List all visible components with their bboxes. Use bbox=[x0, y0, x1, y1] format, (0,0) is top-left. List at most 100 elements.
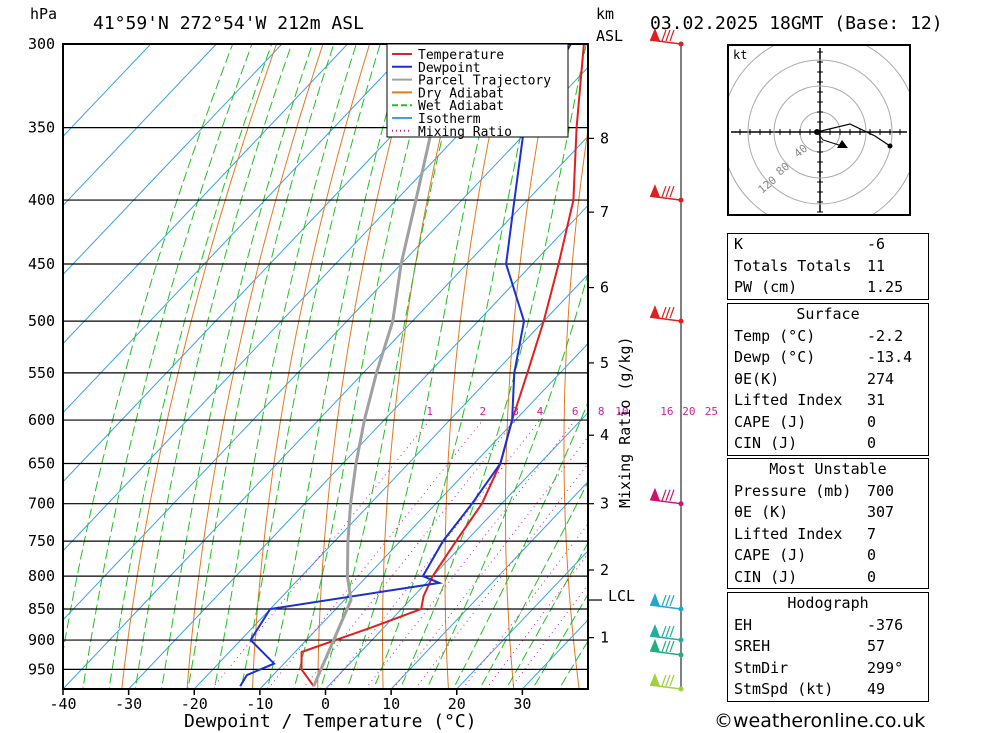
index-row: StmSpd (kt) 49 bbox=[728, 679, 928, 701]
index-value: 299° bbox=[867, 658, 904, 677]
hodograph-storm-vector bbox=[816, 131, 843, 147]
pressure-tick-label: 800 bbox=[28, 567, 55, 585]
x-tick-label: -20 bbox=[181, 695, 208, 713]
index-value: 0 bbox=[867, 567, 877, 586]
index-value: 0 bbox=[867, 412, 877, 431]
wind-barb-flag bbox=[650, 673, 660, 686]
wind-barb-shaft bbox=[649, 195, 682, 201]
index-row: CIN (J) 0 bbox=[728, 567, 928, 589]
mixing-ratio-label: 4 bbox=[537, 405, 544, 418]
height-tick-label: 3 bbox=[600, 495, 609, 513]
mixing-ratio-line bbox=[365, 419, 576, 689]
mixing-ratio-label: 8 bbox=[598, 405, 605, 418]
mixing-ratio-label: 20 bbox=[682, 405, 695, 418]
wind-barb-shaft bbox=[649, 635, 682, 641]
pressure-tick-label: 850 bbox=[28, 600, 55, 618]
index-row: Lifted Index 31 bbox=[728, 390, 928, 412]
index-value: 57 bbox=[867, 637, 886, 655]
wind-barb-flag bbox=[650, 184, 660, 198]
index-label: Pressure (mb) bbox=[734, 481, 852, 500]
index-row: CAPE (J) 0 bbox=[728, 545, 928, 567]
index-label: CIN (J) bbox=[734, 567, 798, 586]
index-label: CAPE (J) bbox=[734, 546, 807, 564]
mixing-ratio-line bbox=[509, 584, 588, 689]
wet-adiabat-line bbox=[452, 401, 588, 689]
index-label: SREH bbox=[734, 637, 771, 655]
index-row: Lifted Index 7 bbox=[728, 524, 928, 546]
mixing-ratio-line bbox=[302, 419, 517, 689]
wind-barb-feather bbox=[661, 29, 667, 42]
dry-adiabat-line bbox=[444, 44, 510, 689]
wind-barb-feather bbox=[661, 640, 667, 653]
wind-barb-feather bbox=[665, 489, 671, 501]
x-axis-label: Dewpoint / Temperature (°C) bbox=[184, 711, 477, 732]
wet-adiabat-line bbox=[187, 44, 335, 689]
index-value: 274 bbox=[867, 369, 895, 388]
index-label: CIN (J) bbox=[734, 434, 798, 452]
wind-barb-shaft bbox=[649, 316, 682, 322]
wet-adiabat-line bbox=[108, 44, 273, 689]
mixing-ratio-line bbox=[267, 419, 484, 689]
pressure-tick-label: 600 bbox=[28, 411, 55, 429]
wind-barb-feather bbox=[665, 29, 671, 42]
wind-barb-feather bbox=[665, 594, 671, 607]
table-title: Most Unstable bbox=[769, 460, 887, 478]
index-row: θE (K) 307 bbox=[728, 502, 928, 524]
wind-barb-feather bbox=[661, 625, 667, 638]
wind-barb-feather bbox=[669, 594, 675, 607]
wind-barb-feather bbox=[665, 674, 671, 687]
isotherm-line bbox=[63, 44, 152, 138]
mixing-ratio-label: 25 bbox=[705, 405, 718, 418]
wet-adiabat-line bbox=[134, 44, 293, 689]
pressure-tick-label: 400 bbox=[28, 191, 55, 209]
index-value: -13.4 bbox=[867, 348, 913, 366]
index-label: θE (K) bbox=[734, 503, 789, 521]
wind-barb-feather bbox=[669, 29, 675, 42]
isotherm-line bbox=[390, 481, 588, 689]
height-tick-label: 4 bbox=[600, 426, 609, 444]
mixing-ratio-axis-label: Mixing Ratio (g/kg) bbox=[616, 336, 634, 508]
index-row: EH -376 bbox=[728, 615, 928, 637]
mixing-ratio-label: 2 bbox=[480, 405, 487, 418]
index-value: 49 bbox=[867, 680, 886, 698]
wind-barb-feather bbox=[665, 306, 671, 319]
index-row: CAPE (J) 0 bbox=[728, 412, 928, 434]
dry-adiabat-line bbox=[317, 44, 417, 689]
basic-indices-table: K -6 Totals Totals 11 PW (cm) 1.25 bbox=[727, 233, 929, 300]
index-label: θE(K) bbox=[734, 369, 780, 388]
mixing-ratio-line bbox=[327, 419, 541, 689]
index-value: 0 bbox=[867, 434, 877, 452]
parcel-trajectory-line bbox=[312, 44, 461, 687]
pressure-tick-label: 700 bbox=[28, 495, 55, 513]
wet-adiabat-line bbox=[531, 593, 588, 689]
isotherm-line bbox=[259, 342, 588, 689]
dry-adiabat-line bbox=[382, 44, 464, 689]
x-tick-label: 30 bbox=[513, 695, 531, 713]
dewpoint-line bbox=[239, 44, 572, 687]
mixing-ratio-label: 1 bbox=[426, 405, 433, 418]
isotherm-line bbox=[456, 550, 588, 689]
isotherm-line bbox=[63, 66, 588, 621]
index-label: Totals Totals bbox=[734, 256, 852, 275]
pressure-tick-label: 550 bbox=[28, 364, 55, 382]
x-tick-label: 0 bbox=[321, 695, 330, 713]
x-tick-label: -10 bbox=[246, 695, 273, 713]
dry-adiabat-line bbox=[251, 44, 371, 689]
mixing-ratio-label: 10 bbox=[615, 405, 628, 418]
index-label: Lifted Index bbox=[734, 524, 843, 543]
index-label: PW (cm) bbox=[734, 278, 798, 296]
hodograph-ring-label: 40 bbox=[792, 142, 811, 160]
dry-adiabat-line bbox=[974, 44, 1000, 689]
wind-barb-shaft bbox=[649, 684, 682, 690]
isotherm-line bbox=[63, 44, 348, 345]
index-row: Temp (°C) -2.2 bbox=[728, 326, 928, 348]
height-tick-label: 8 bbox=[600, 129, 609, 147]
most-unstable-table: Most Unstable Pressure (mb) 700 θE (K) 307 Li… bbox=[727, 458, 929, 589]
wet-adiabat-line bbox=[372, 44, 541, 689]
wind-barb bbox=[649, 28, 684, 47]
wind-barb-feather bbox=[661, 306, 667, 319]
isotherm-line bbox=[63, 44, 414, 414]
index-label: Lifted Index bbox=[734, 391, 843, 409]
